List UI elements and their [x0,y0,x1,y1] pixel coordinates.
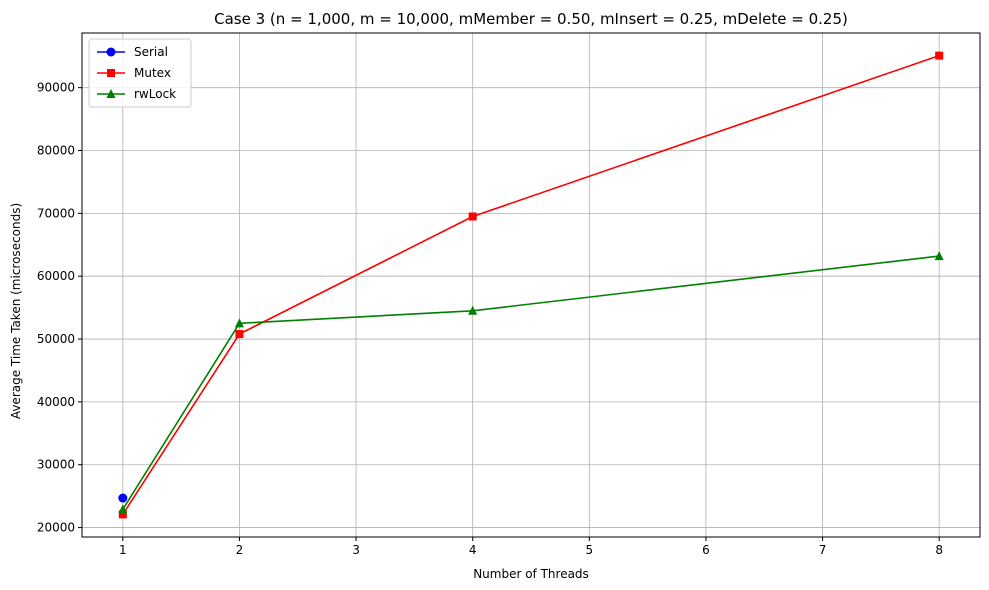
legend: Serial Mutex rwLock [88,38,192,108]
series-group [118,51,944,519]
data-point-rwlock [118,504,128,514]
data-point-rwlock [468,305,478,315]
x-axis-label: Number of Threads [473,567,589,581]
x-tick-label: 1 [119,543,127,557]
data-point-mutex [118,510,127,519]
data-point-rwlock [234,318,244,328]
series-line-mutex [122,54,940,515]
x-tick-label: 5 [585,543,593,557]
y-tick-label: 90000 [37,81,75,95]
series-rwlock [118,251,944,514]
legend-marker [106,89,116,98]
legend-box [88,38,192,108]
series-line-rwlock [122,255,940,510]
x-tick-label: 4 [469,543,477,557]
y-axis-label: Average Time Taken (microseconds) [9,203,23,419]
data-point-mutex [935,51,944,60]
x-tick-label: 6 [702,543,710,557]
plot-frame [81,32,981,538]
legend-label: Serial [134,45,168,59]
x-tick-label: 7 [819,543,827,557]
y-tick-label: 20000 [37,521,75,535]
series-mutex [118,51,944,519]
data-point-mutex [235,330,244,339]
series-serial [118,493,128,503]
y-tick-label: 70000 [37,206,75,220]
chart-title: Case 3 (n = 1,000, m = 10,000, mMember =… [214,10,848,28]
legend-label: Mutex [134,66,171,80]
legend-label: rwLock [134,87,176,101]
legend-marker [107,69,115,77]
y-tick-label: 50000 [37,332,75,346]
x-axis-ticks: 1 2 3 4 5 6 7 8 [119,537,943,557]
grid [82,33,980,537]
y-tick-label: 30000 [37,458,75,472]
x-tick-label: 2 [236,543,244,557]
y-tick-label: 60000 [37,269,75,283]
legend-marker [106,47,116,57]
data-point-mutex [468,212,477,221]
data-point-rwlock [934,251,944,261]
y-axis-ticks: 20000 30000 40000 50000 60000 70000 80000 90000 [37,81,82,535]
y-tick-label: 80000 [37,144,75,158]
y-tick-label: 40000 [37,395,75,409]
x-tick-label: 8 [935,543,943,557]
x-tick-label: 3 [352,543,360,557]
data-point-serial [118,493,128,503]
